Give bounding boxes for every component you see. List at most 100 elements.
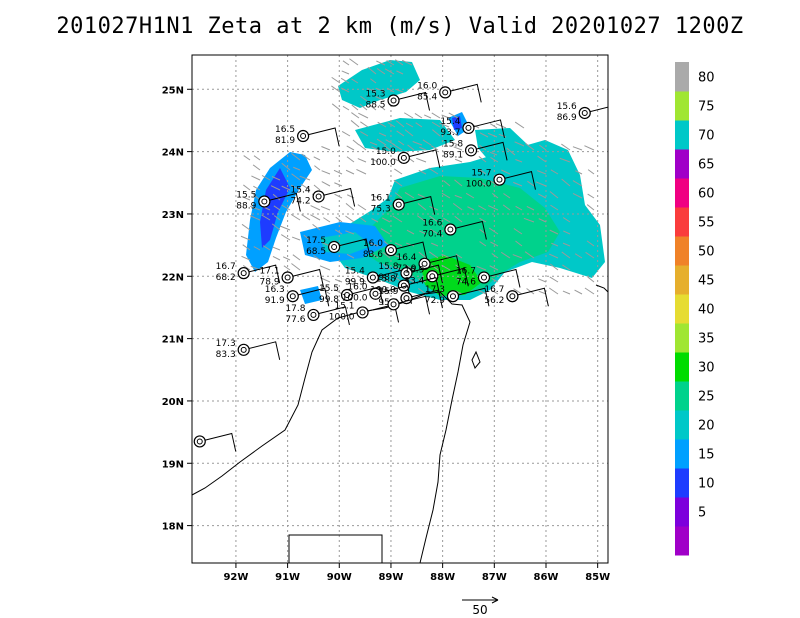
wind-vector <box>394 254 403 259</box>
wind-vector <box>283 265 291 271</box>
wind-vector <box>513 228 523 235</box>
wind-vector <box>333 288 343 295</box>
station-ring-outer <box>493 173 506 186</box>
lon-tick-label: 92W <box>223 572 248 583</box>
mexico-border <box>288 534 383 563</box>
coastline <box>192 284 608 563</box>
wind-vector <box>490 241 499 247</box>
colorbar-swatch <box>675 149 689 179</box>
wind-vector <box>299 175 311 181</box>
station-ring-inner <box>372 290 379 297</box>
wind-vector <box>416 215 427 223</box>
wind-vector <box>487 132 498 138</box>
wind-vector <box>397 140 405 146</box>
wind-vector <box>262 245 271 251</box>
wind-vector <box>280 234 291 241</box>
station-ring-inner <box>289 293 296 300</box>
wind-vector <box>335 229 343 235</box>
wind-vector <box>407 278 415 283</box>
colorbar-swatch <box>675 91 689 121</box>
wind-vector <box>419 146 427 151</box>
station-bottom-value: 88.9 <box>236 201 256 211</box>
wind-barb <box>432 267 469 287</box>
colorbar-swatch <box>675 265 689 295</box>
wind-barb <box>287 268 325 288</box>
station-bottom-value: 77.6 <box>285 315 305 325</box>
wind-vector <box>465 192 475 199</box>
wind-vector <box>455 253 463 259</box>
wind-vector <box>431 121 441 128</box>
station-ring-inner <box>344 291 351 298</box>
wind-vector <box>242 264 251 271</box>
station-ring-inner <box>468 147 475 154</box>
wind-vector <box>430 145 439 151</box>
wind-vector <box>375 96 386 102</box>
wind-vector <box>414 113 423 119</box>
wind-vector <box>512 254 523 259</box>
station-ring-inner <box>447 226 454 233</box>
wind-vector <box>261 214 271 221</box>
wind-vector <box>417 193 427 199</box>
wind-vector <box>293 166 301 171</box>
station-ring-outer <box>418 257 431 270</box>
station-bottom-value: 70.4 <box>422 230 442 240</box>
wind-vector <box>467 206 475 211</box>
station: 15.388.5 <box>365 90 431 111</box>
station-ring-outer <box>444 223 457 236</box>
wind-vector <box>334 278 343 283</box>
station-top-value: 15.3 <box>365 90 385 100</box>
station-ring-outer <box>397 279 410 292</box>
wind-vector <box>561 178 571 187</box>
wind-vector <box>429 215 439 223</box>
station-top-value: 16.7 <box>456 267 476 277</box>
longitude-ticks: 92W 91W 90W 89W 88W 87W 86W 85W <box>223 563 610 583</box>
lon-tick-label: 89W <box>378 572 403 583</box>
wind-vector <box>584 287 595 295</box>
wind-vector <box>489 265 499 271</box>
wind-vector <box>585 251 595 259</box>
station-ring-inner <box>449 293 456 300</box>
station: 15.474.2 <box>291 185 356 207</box>
wind-vector <box>514 141 525 147</box>
wind-vector <box>360 131 369 137</box>
wind-barb <box>450 220 487 240</box>
wind-vector <box>378 132 387 137</box>
wind-barb <box>390 241 428 261</box>
wind-vector <box>418 278 427 283</box>
wind-vector <box>357 158 367 163</box>
station-ring-outer <box>477 271 491 284</box>
wind-vector <box>382 252 391 259</box>
wind-vector <box>240 235 251 241</box>
wind-vector <box>271 176 281 181</box>
station: 16.083.6 <box>363 239 428 261</box>
station: 16.175.3 <box>371 194 436 215</box>
colorbar-swatch <box>675 468 689 498</box>
wind-vector <box>321 146 331 151</box>
wind-vector <box>345 230 355 235</box>
wind-vector <box>412 141 423 146</box>
wind-vector <box>394 192 403 199</box>
station-bottom-value: 83.4 <box>404 276 424 286</box>
wind-vector <box>313 156 321 161</box>
station-ring-outer <box>397 151 410 164</box>
wind-vector <box>498 133 507 138</box>
wind-vector <box>387 122 396 128</box>
wind-vector <box>351 112 360 119</box>
wind-vector <box>371 218 379 223</box>
wind-vector <box>322 288 331 295</box>
wind-vector <box>432 129 441 137</box>
colorbar-label: 70 <box>698 129 715 144</box>
station-ring-outer <box>237 343 250 356</box>
wind-vector <box>454 215 463 223</box>
wind-vector <box>417 202 427 211</box>
wind-barb <box>452 287 490 307</box>
station-ring-outer <box>506 290 519 303</box>
station-top-value: 15.9 <box>378 287 398 297</box>
wind-vector <box>382 277 391 283</box>
wind-vector <box>491 277 499 283</box>
station-ring-outer <box>387 298 400 311</box>
wind-vector <box>241 223 251 231</box>
wind-vector <box>418 169 427 175</box>
station-bottom-value: 98.7 <box>378 273 398 283</box>
wind-vector <box>345 169 355 175</box>
